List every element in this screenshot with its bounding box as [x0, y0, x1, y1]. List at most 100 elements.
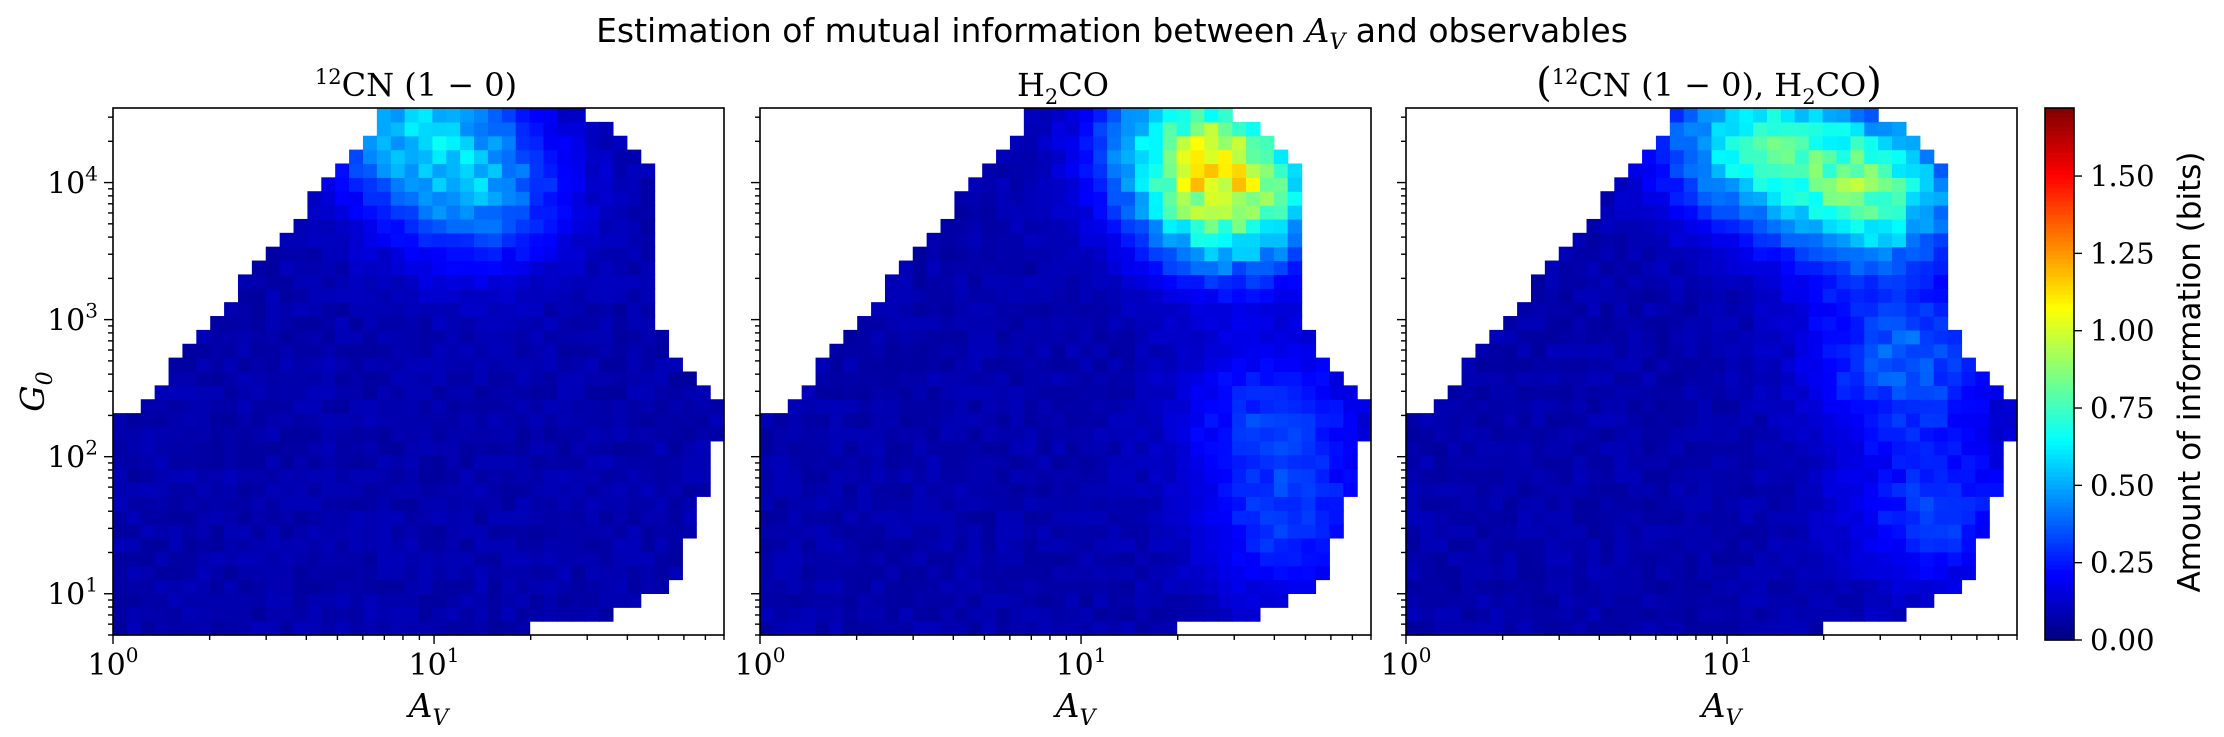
heatmap-cell	[307, 329, 322, 345]
heatmap-cell	[1162, 177, 1178, 192]
heatmap-cell	[654, 454, 670, 470]
heatmap-cell	[1287, 399, 1303, 414]
heatmap-cell	[1739, 607, 1754, 622]
heatmap-cell	[1273, 565, 1289, 581]
heatmap-cell	[857, 426, 872, 442]
heatmap-cell	[529, 218, 545, 234]
heatmap-cell	[404, 621, 420, 636]
heatmap-cell	[1850, 510, 1865, 525]
heatmap-cell	[1009, 246, 1025, 262]
heatmap-cell	[1614, 593, 1629, 608]
heatmap-cell	[168, 496, 184, 511]
heatmap-cell	[1850, 468, 1865, 484]
heatmap-cell	[954, 399, 969, 414]
heatmap-cell	[1273, 205, 1289, 220]
heatmap-cell	[1218, 232, 1233, 248]
heatmap-cell	[1093, 246, 1108, 262]
heatmap-cell	[640, 482, 656, 497]
heatmap-cell	[1989, 440, 2004, 456]
heatmap-cell	[210, 426, 225, 442]
heatmap-cell	[940, 440, 956, 456]
heatmap-cell	[1614, 579, 1629, 594]
heatmap-cell	[1530, 593, 1546, 608]
heatmap-cell	[1121, 454, 1136, 470]
heatmap-cell	[1273, 274, 1289, 289]
heatmap-cell	[1065, 482, 1080, 497]
heatmap-cell	[293, 288, 309, 303]
heatmap-cell	[1093, 135, 1108, 151]
heatmap-cell	[1517, 385, 1532, 400]
heatmap-cell	[1204, 537, 1219, 553]
heatmap-cell	[857, 468, 872, 484]
heatmap-cell	[1711, 440, 1726, 456]
heatmap-cell	[543, 177, 558, 192]
heatmap-cell	[1218, 468, 1233, 484]
heatmap-cell	[404, 454, 420, 470]
heatmap-cell	[1947, 565, 1963, 581]
heatmap-cell	[1836, 205, 1851, 220]
heatmap-cell	[182, 510, 197, 525]
heatmap-cell	[1794, 496, 1810, 511]
heatmap-cell	[1808, 135, 1824, 151]
heatmap-cell	[1037, 426, 1053, 442]
heatmap-cell	[1246, 302, 1261, 317]
heatmap-cell	[571, 579, 586, 594]
heatmap-cell	[1739, 121, 1754, 137]
colorbar-strip	[2045, 223, 2074, 229]
heatmap-cell	[1246, 426, 1261, 442]
heatmap-cell	[418, 329, 433, 345]
heatmap-cell	[1850, 565, 1865, 581]
heatmap-cell	[1655, 329, 1671, 345]
heatmap-cell	[1864, 149, 1879, 165]
heatmap-cell	[210, 510, 225, 525]
heatmap-cell	[871, 316, 886, 331]
heatmap-cell	[113, 468, 128, 484]
heatmap-cell	[1725, 177, 1740, 192]
heatmap-cell	[1767, 302, 1782, 317]
heatmap-cell	[954, 440, 969, 456]
heatmap-cell	[237, 385, 253, 400]
heatmap-cell	[196, 426, 211, 442]
heatmap-cell	[293, 371, 309, 386]
heatmap-cell	[1697, 163, 1713, 178]
heatmap-cell	[1947, 399, 1963, 414]
heatmap-cell	[376, 316, 392, 331]
heatmap-cell	[1642, 551, 1657, 567]
heatmap-cell	[1023, 246, 1039, 262]
heatmap-cell	[940, 246, 956, 262]
heatmap-cell	[926, 343, 942, 359]
heatmap-cell	[1329, 385, 1344, 400]
heatmap-cell	[1739, 108, 1754, 123]
colorbar-strip	[2045, 227, 2074, 233]
heatmap-cell	[293, 426, 309, 442]
heatmap-cell	[1864, 440, 1879, 456]
heatmap-cell	[1697, 468, 1713, 484]
heatmap-cell	[954, 329, 969, 345]
heatmap-cell	[321, 260, 336, 276]
heatmap-cell	[237, 302, 253, 317]
colorbar-strip	[2045, 453, 2074, 459]
heatmap-cell	[307, 426, 322, 442]
heatmap-cell	[251, 565, 267, 581]
heatmap-cell	[1780, 607, 1796, 622]
heatmap-cell	[1780, 218, 1796, 234]
heatmap-cell	[446, 468, 461, 484]
heatmap-cell	[1023, 579, 1039, 594]
heatmap-cell	[1642, 232, 1657, 248]
heatmap-cell	[1586, 621, 1602, 636]
heatmap-cell	[1232, 357, 1247, 373]
heatmap-cell	[1572, 288, 1588, 303]
heatmap-cell	[362, 565, 378, 581]
heatmap-cell	[1933, 343, 1949, 359]
heatmap-cell	[349, 440, 364, 456]
heatmap-cell	[349, 524, 364, 539]
heatmap-cell	[1357, 426, 1372, 442]
heatmap-cell	[996, 468, 1011, 484]
heatmap-cell	[418, 205, 433, 220]
heatmap-cell	[1905, 246, 1921, 262]
heatmap-cell	[307, 565, 322, 581]
heatmap-cell	[1037, 482, 1053, 497]
heatmap-cell	[1836, 385, 1851, 400]
heatmap-cell	[1176, 524, 1192, 539]
heatmap-cell	[1121, 108, 1136, 123]
